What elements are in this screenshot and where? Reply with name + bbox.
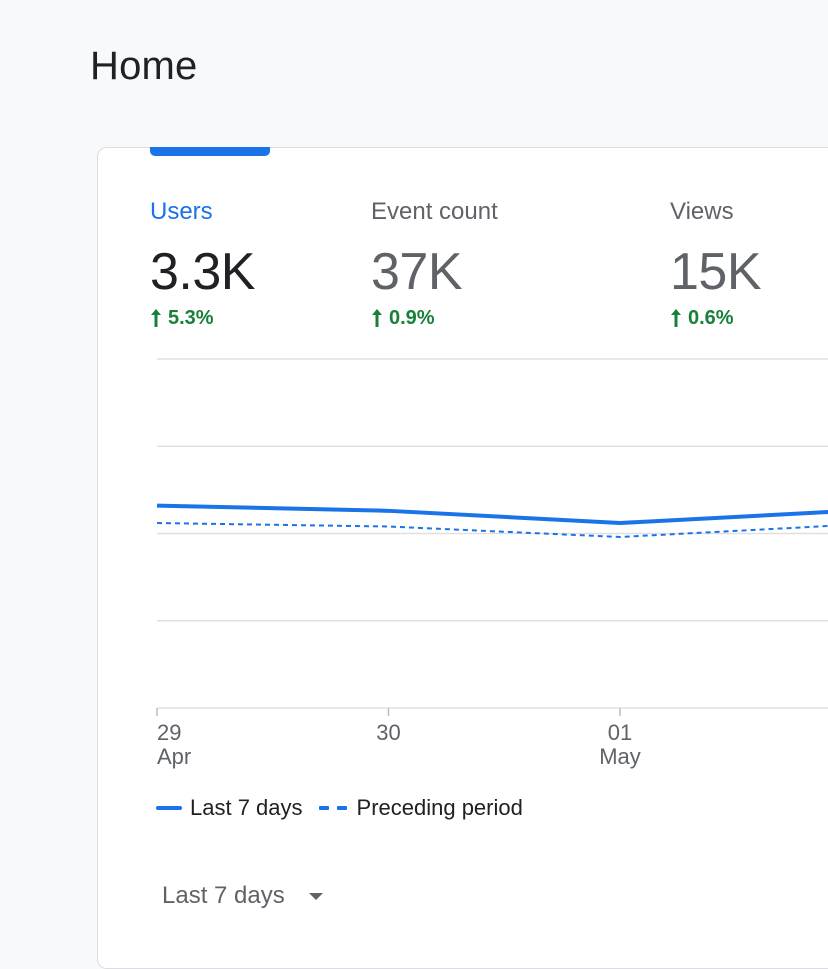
arrow-up-icon [151,309,161,327]
caret-down-icon [308,892,323,900]
page-title: Home [90,44,198,88]
metric-value: 37K [371,243,463,301]
series-line-last-7-days [156,503,828,526]
metric-tab-event-count[interactable]: Event count 37K 0.9% [371,196,498,330]
metric-label: Users [150,198,213,225]
x-tick-label-day: 30 [376,720,400,745]
x-tick-label-month: May [599,744,641,769]
metric-change: 0.9% [371,306,498,330]
metric-change: 5.3% [150,306,255,330]
overview-card [97,147,828,969]
x-tick-label-day: 29 [157,720,181,745]
x-tick-label-day: 01 [608,720,632,745]
metric-change-value: 0.6% [688,307,734,329]
metric-label: Event count [371,198,498,225]
legend-swatch-solid [156,806,182,810]
metric-label: Views [670,198,734,225]
arrow-up-icon [372,309,382,327]
series-line-preceding-period [156,522,828,538]
arrow-up-icon [671,309,681,327]
chart-legend: Last 7 days Preceding period [156,795,523,821]
metric-tab-users[interactable]: Users 3.3K 5.3% [150,196,255,330]
active-tab-indicator [150,147,270,156]
metric-change: 0.6% [670,306,761,330]
x-tick-label-month: Apr [157,744,191,769]
metric-tab-views[interactable]: Views 15K 0.6% [670,196,762,330]
metric-change-value: 5.3% [168,307,214,329]
legend-previous: Preceding period [356,795,523,820]
metric-change-value: 0.9% [389,307,435,329]
legend-swatch-dashed [318,806,347,810]
metric-value: 3.3K [150,243,255,301]
legend-current: Last 7 days [190,795,303,820]
metric-value: 15K [670,243,762,301]
date-range-dropdown[interactable]: Last 7 days [150,872,335,920]
date-range-label: Last 7 days [162,882,285,909]
